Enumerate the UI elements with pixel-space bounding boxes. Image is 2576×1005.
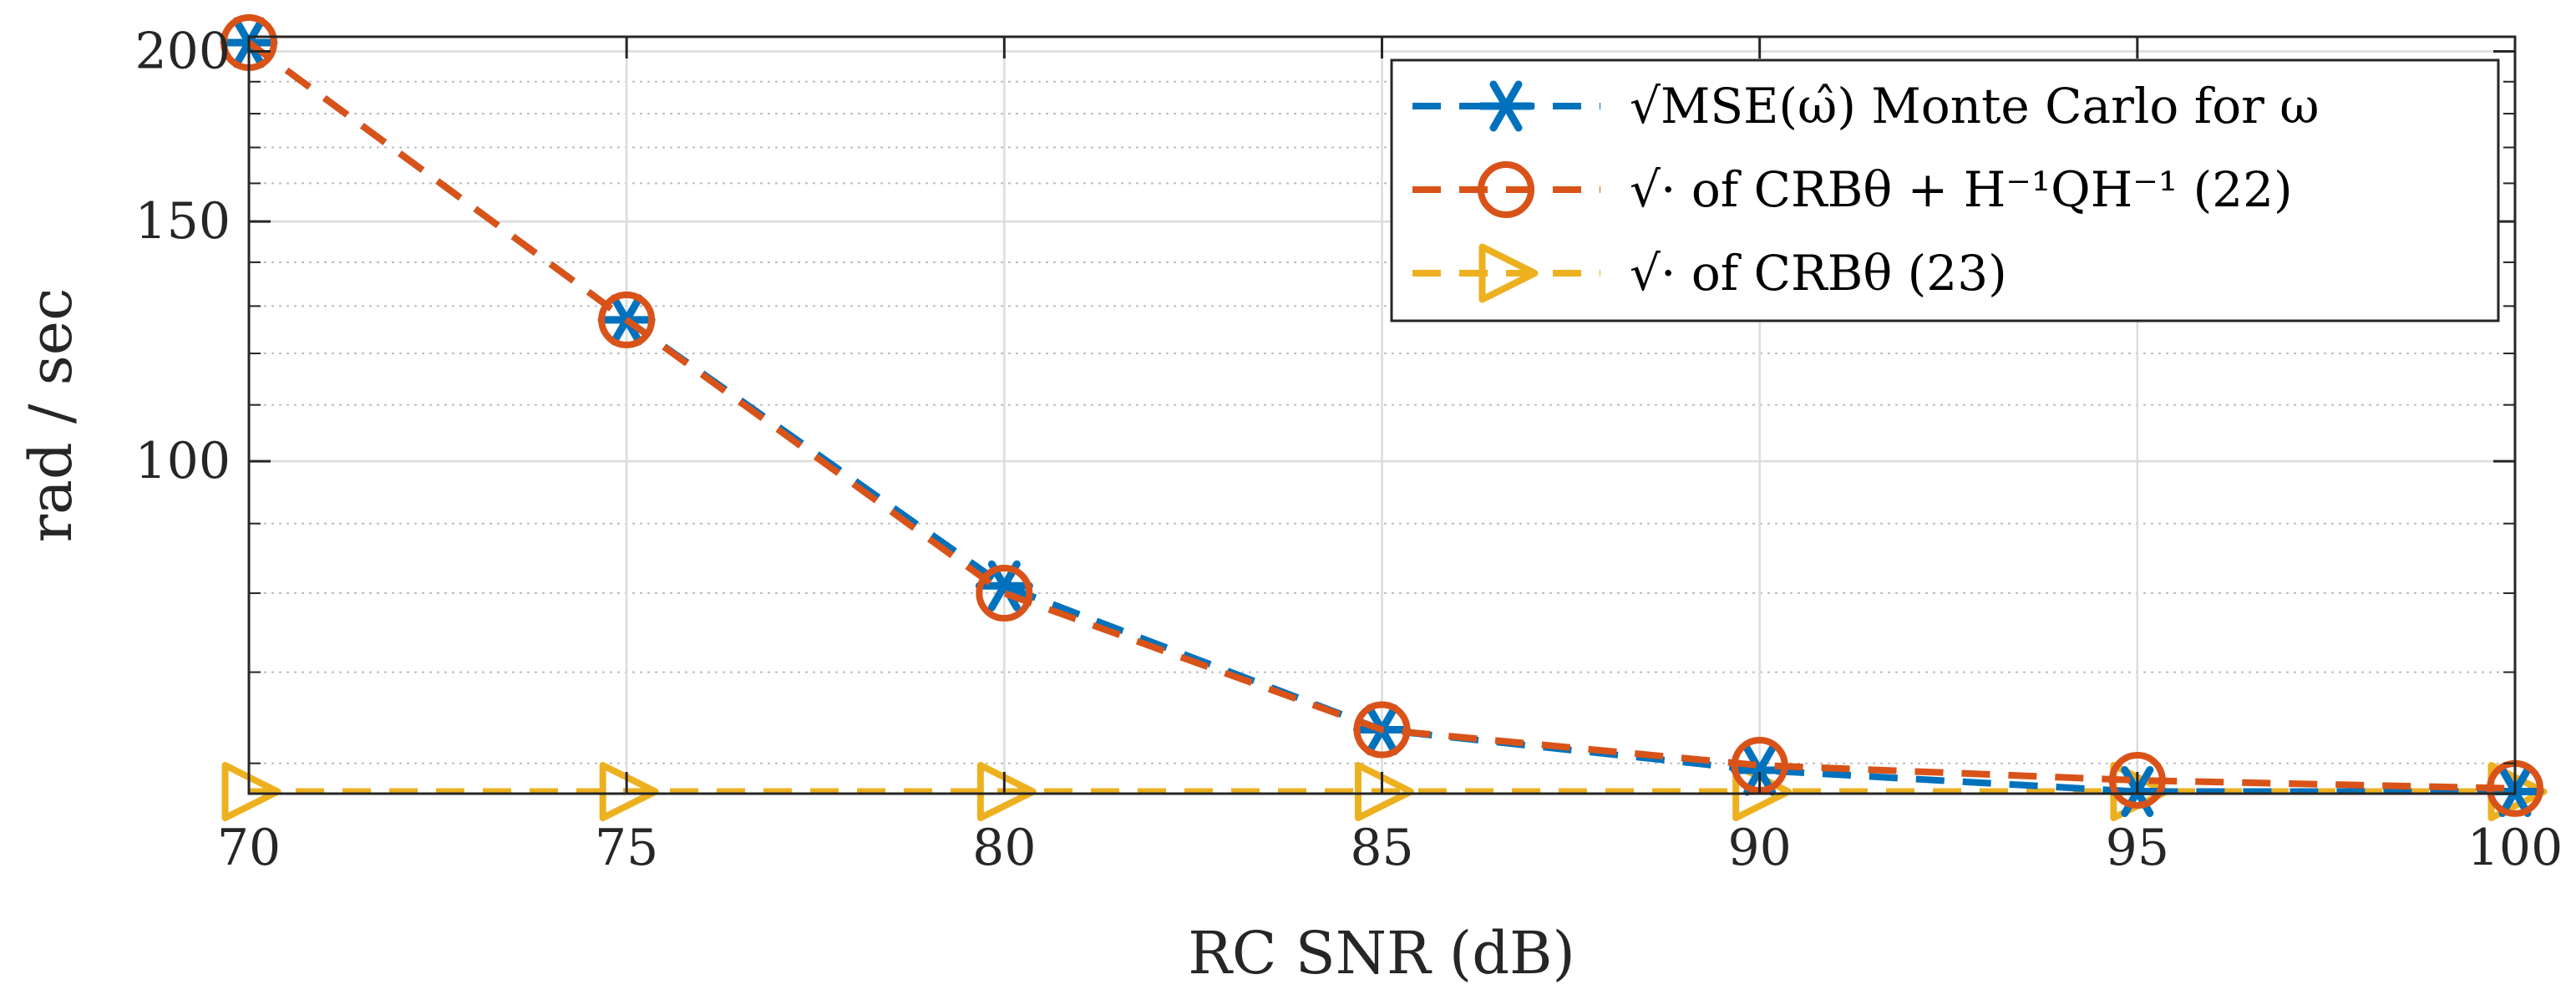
legend-marker bbox=[1478, 243, 1539, 303]
x-tick-label: 95 bbox=[2106, 819, 2169, 877]
legend-label: √· of CRBθ (23) bbox=[1630, 245, 2007, 302]
y-tick-label: 150 bbox=[134, 192, 231, 251]
data-point bbox=[1355, 762, 1414, 822]
data-point bbox=[221, 762, 281, 822]
data-point bbox=[1743, 744, 1777, 796]
legend-label: √MSE(ω̂) Monte Carlo for ω bbox=[1630, 78, 2320, 135]
y-tick-label: 200 bbox=[134, 22, 231, 80]
legend-entry-2: √· of CRBθ + H⁻¹QH⁻¹ (22) bbox=[1412, 161, 2293, 218]
data-point bbox=[976, 762, 1037, 822]
legend-marker bbox=[1478, 161, 1534, 218]
data-point bbox=[598, 291, 656, 348]
ticks: 100 150 200 70 75 80 85 90 95 100 bbox=[134, 22, 2563, 877]
data-point bbox=[2108, 752, 2166, 810]
legend-label: √· of CRBθ + H⁻¹QH⁻¹ (22) bbox=[1630, 161, 2293, 218]
x-tick-label: 85 bbox=[1350, 819, 1413, 877]
x-tick-label: 70 bbox=[217, 819, 281, 877]
x-tick-label: 90 bbox=[1727, 819, 1791, 877]
data-point bbox=[599, 762, 659, 822]
legend-entry-3: √· of CRBθ (23) bbox=[1412, 243, 2007, 303]
x-tick-label: 100 bbox=[2467, 819, 2563, 877]
data-point bbox=[1353, 701, 1411, 759]
y-axis-label: rad / sec bbox=[17, 288, 85, 543]
series-line bbox=[246, 39, 2516, 792]
x-tick-label: 75 bbox=[595, 819, 658, 877]
x-axis-label: RC SNR (dB) bbox=[1188, 919, 1575, 987]
legend: √MSE(ω̂) Monte Carlo for ω √· of CRBθ + H… bbox=[1390, 58, 2500, 322]
data-point bbox=[976, 565, 1033, 622]
x-tick-label: 80 bbox=[972, 819, 1036, 877]
legend-marker bbox=[1489, 80, 1523, 132]
y-tick-label: 100 bbox=[134, 432, 231, 490]
legend-entry-1: √MSE(ω̂) Monte Carlo for ω bbox=[1412, 78, 2320, 135]
